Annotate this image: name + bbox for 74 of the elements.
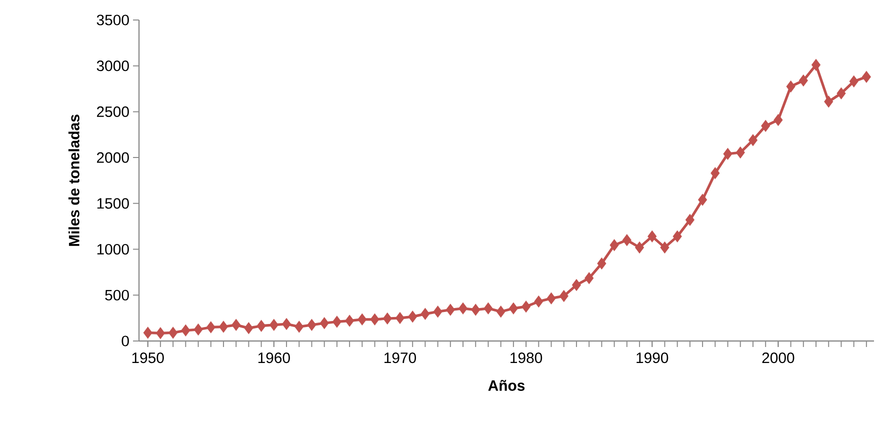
point — [433, 306, 442, 318]
point — [446, 304, 455, 316]
point — [344, 314, 354, 327]
x-axis-title: Años — [488, 380, 525, 391]
point — [320, 317, 329, 330]
point — [736, 146, 745, 159]
point — [358, 313, 367, 326]
y-tick-label: 1500 — [97, 198, 129, 209]
y-axis-title: Miles de toneladas — [68, 114, 80, 246]
y-tick-label: 0 — [122, 336, 129, 346]
point — [862, 70, 871, 83]
point — [660, 241, 670, 254]
x-tick-label: 1950 — [132, 352, 164, 364]
x-tick-label: 1960 — [258, 352, 290, 364]
point — [256, 320, 266, 332]
point — [761, 120, 770, 132]
point — [849, 75, 858, 88]
point — [232, 318, 241, 331]
x-tick-label: 1970 — [384, 352, 416, 364]
point — [774, 114, 783, 126]
point — [294, 320, 304, 333]
point — [811, 58, 821, 71]
point — [484, 302, 493, 314]
point — [244, 322, 254, 334]
y-tick-label: 3000 — [96, 60, 129, 72]
point — [597, 257, 606, 270]
y-tick-label: 2500 — [96, 106, 129, 117]
x-tick-label: 1990 — [636, 352, 668, 364]
point — [622, 234, 632, 246]
point — [710, 167, 720, 180]
point — [282, 318, 292, 330]
point — [634, 241, 644, 254]
point — [786, 80, 796, 93]
y-tick-label: 1000 — [97, 244, 129, 255]
point — [143, 326, 152, 339]
point — [559, 290, 568, 302]
y-tick-label: 3500 — [96, 14, 129, 26]
point — [572, 278, 582, 292]
point — [420, 308, 430, 320]
x-tick-label: 1980 — [510, 352, 542, 364]
point — [269, 318, 278, 331]
point — [307, 318, 316, 331]
point — [218, 320, 228, 333]
point — [508, 302, 518, 314]
point — [836, 87, 846, 100]
point — [370, 313, 380, 326]
y-tick-label: 2000 — [96, 152, 129, 163]
point — [408, 310, 418, 323]
point — [672, 230, 682, 242]
point — [382, 312, 392, 325]
point — [748, 134, 758, 146]
point — [168, 326, 178, 339]
point — [156, 327, 165, 340]
point — [698, 194, 708, 206]
point — [181, 324, 190, 336]
point — [584, 272, 594, 284]
point — [798, 74, 808, 87]
point — [471, 304, 480, 316]
point — [496, 306, 506, 318]
point — [194, 323, 203, 336]
point — [458, 302, 468, 314]
point — [723, 148, 732, 160]
point — [610, 239, 619, 252]
point — [824, 96, 834, 108]
point — [546, 292, 556, 304]
point — [648, 230, 657, 242]
x-tick-label: 2000 — [762, 352, 794, 364]
y-tick-label: 500 — [105, 290, 129, 300]
point — [521, 300, 531, 313]
point — [395, 312, 405, 324]
point — [332, 316, 342, 328]
point — [534, 295, 544, 308]
point — [206, 321, 216, 334]
point — [685, 214, 694, 226]
